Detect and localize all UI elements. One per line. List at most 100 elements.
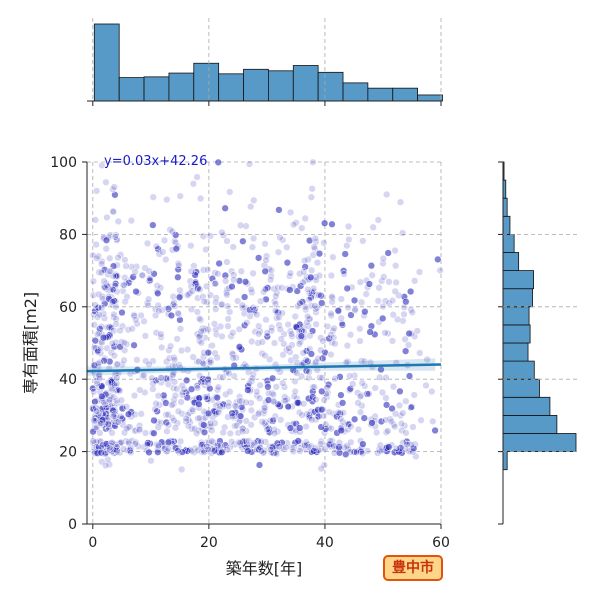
scatter-point <box>245 379 254 387</box>
scatter-point <box>384 427 392 435</box>
scatter-point <box>211 279 220 287</box>
scatter-point <box>403 440 411 449</box>
scatter-point <box>267 276 275 284</box>
scatter-point <box>356 392 365 401</box>
scatter-point <box>267 448 276 457</box>
scatter-point <box>276 325 284 334</box>
scatter-point <box>139 372 147 380</box>
scatter-point <box>178 391 187 399</box>
scatter-point <box>287 330 296 338</box>
scatter-point <box>285 344 293 352</box>
scatter-point <box>218 301 226 309</box>
scatter-point <box>317 464 325 473</box>
scatter-point <box>358 379 366 387</box>
scatter-point <box>292 219 300 227</box>
scatter-point <box>317 346 325 354</box>
scatter-point <box>275 321 283 329</box>
scatter-point <box>90 417 99 425</box>
scatter-point <box>147 457 155 465</box>
scatter-point <box>301 214 309 223</box>
scatter-point <box>197 316 205 324</box>
scatter-point <box>431 426 439 435</box>
scatter-point <box>236 393 244 401</box>
scatter-point <box>218 228 226 237</box>
scatter-point <box>117 412 125 421</box>
scatter-point <box>189 180 198 188</box>
scatter-point <box>369 223 377 231</box>
scatter-point <box>402 347 410 355</box>
right-histogram-bar <box>502 215 511 235</box>
scatter-point <box>392 278 400 287</box>
scatter-point <box>333 412 341 421</box>
scatter-point <box>316 373 324 382</box>
scatter-point <box>222 277 230 285</box>
scatter-point <box>291 312 299 321</box>
scatter-point <box>203 298 211 306</box>
scatter-point <box>405 329 413 338</box>
scatter-point <box>113 272 121 280</box>
scatter-point <box>262 295 270 304</box>
scatter-point <box>263 425 271 433</box>
scatter-point <box>130 391 139 400</box>
scatter-point <box>286 327 295 335</box>
scatter-point <box>296 299 304 307</box>
scatter-point <box>322 420 330 428</box>
scatter-point <box>305 374 313 382</box>
scatter-point <box>193 308 202 316</box>
scatter-point <box>408 308 416 316</box>
scatter-point <box>303 318 311 326</box>
scatter-point <box>154 301 162 310</box>
scatter-point <box>389 311 397 319</box>
scatter-point <box>379 314 387 323</box>
scatter-point <box>108 339 117 348</box>
scatter-point <box>137 311 145 320</box>
x-tick-label: 40 <box>316 535 334 551</box>
scatter-point <box>212 305 220 313</box>
scatter-point <box>318 374 326 382</box>
scatter-point <box>300 400 308 408</box>
scatter-point <box>89 291 97 299</box>
scatter-point <box>223 258 231 266</box>
top-histogram-bar <box>367 87 394 102</box>
scatter-point <box>357 357 366 365</box>
scatter-point <box>261 267 269 275</box>
scatter-point <box>317 440 325 448</box>
scatter-point <box>312 320 320 328</box>
scatter-point <box>183 291 192 299</box>
scatter-point <box>271 300 280 308</box>
scatter-point <box>213 393 221 402</box>
scatter-point <box>384 249 392 257</box>
right-histogram-bar <box>502 414 558 434</box>
scatter-point <box>92 407 101 415</box>
scatter-point <box>178 381 186 390</box>
scatter-point <box>344 303 352 312</box>
scatter-point <box>186 446 194 454</box>
scatter-point <box>392 444 401 453</box>
scatter-point <box>242 427 251 435</box>
scatter-point <box>102 461 110 470</box>
scatter-point <box>223 237 231 245</box>
scatter-point <box>360 357 369 365</box>
scatter-point <box>234 429 242 437</box>
scatter-point <box>291 387 299 396</box>
scatter-point <box>301 303 310 311</box>
scatter-point <box>120 281 128 289</box>
scatter-point <box>350 296 359 305</box>
scatter-point <box>187 267 195 276</box>
scatter-point <box>94 348 102 356</box>
scatter-point <box>176 286 184 294</box>
scatter-point <box>346 372 354 380</box>
scatter-point <box>89 437 97 445</box>
scatter-point <box>270 339 279 347</box>
top-histogram <box>87 18 443 106</box>
scatter-point <box>390 420 398 429</box>
scatter-point <box>389 383 398 391</box>
scatter-point <box>230 276 238 284</box>
scatter-point <box>249 234 258 243</box>
scatter-point <box>204 325 212 334</box>
scatter-point <box>255 330 263 338</box>
right-histogram-bar <box>502 252 520 272</box>
scatter-point <box>94 359 102 368</box>
scatter-point <box>208 426 216 435</box>
scatter-point <box>261 351 269 360</box>
